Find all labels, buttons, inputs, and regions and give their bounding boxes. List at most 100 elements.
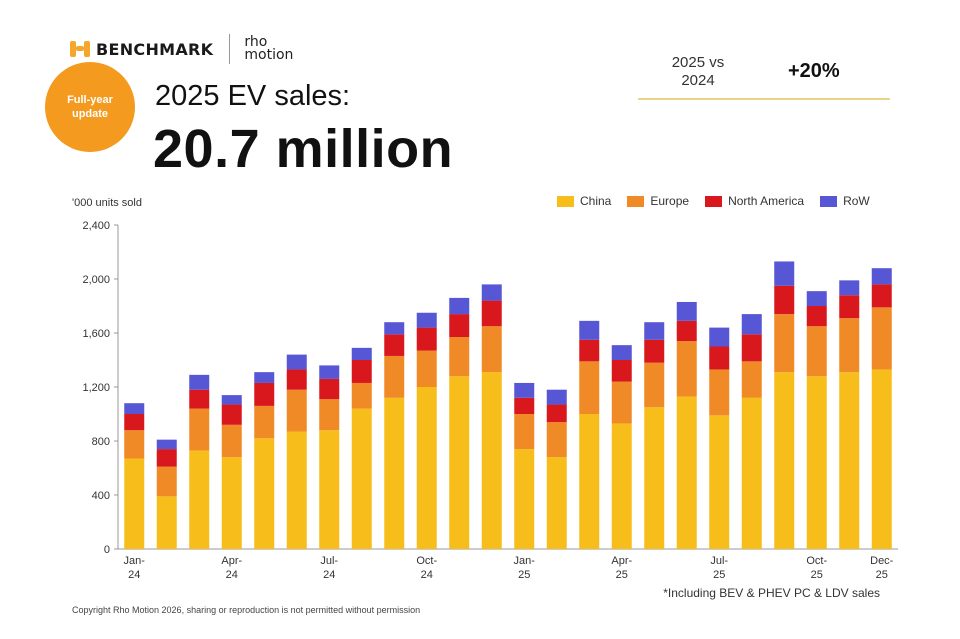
badge-line1: Full-year: [67, 94, 113, 106]
bar-segment-europe: [221, 424, 242, 458]
bar-segment-row: [189, 374, 210, 390]
bar-segment-row: [221, 395, 242, 405]
bar-segment-north-america: [221, 404, 242, 425]
bar-segment-row: [579, 320, 600, 340]
bar-segment-china: [676, 396, 697, 549]
bar-segment-row: [416, 312, 437, 328]
bar-segment-europe: [546, 422, 567, 458]
bar-segment-china: [254, 438, 275, 549]
bar-segment-china: [384, 397, 405, 549]
bar-segment-china: [579, 414, 600, 549]
bar-segment-china: [124, 458, 145, 549]
comparison-label-line2: 2024: [681, 72, 715, 89]
legend-swatch-north-america: [705, 195, 723, 207]
bar-segment-row: [806, 291, 827, 306]
bar-segment-europe: [611, 381, 632, 424]
bar-segment-china: [709, 415, 730, 549]
legend: China Europe North America RoW: [557, 194, 886, 208]
x-tick-label: 25: [616, 569, 628, 581]
bar-segment-north-america: [579, 339, 600, 362]
x-tick-label: Jul-: [710, 555, 728, 567]
legend-item-europe: Europe: [627, 194, 689, 208]
bar-segment-china: [449, 376, 470, 549]
bar-segment-north-america: [156, 449, 177, 467]
bar-segment-row: [774, 261, 795, 286]
legend-label-china: China: [580, 194, 612, 208]
legend-swatch-europe: [627, 195, 645, 207]
bar-segment-north-america: [741, 334, 762, 362]
bar-segment-china: [156, 496, 177, 549]
partner-logo-line1: rho: [244, 34, 268, 50]
bar-segment-north-america: [871, 284, 892, 308]
y-tick-label: 0: [104, 544, 110, 556]
x-tick-label: Jan-: [514, 555, 536, 567]
bar-segment-row: [286, 354, 307, 370]
bar-segment-china: [221, 457, 242, 549]
logo-divider: [229, 34, 231, 64]
bar-segment-europe: [709, 369, 730, 416]
bar-segment-row: [319, 365, 340, 379]
bar-segment-europe: [774, 314, 795, 373]
benchmark-logo-icon: [70, 39, 92, 59]
partner-logo-line2: motion: [244, 47, 294, 63]
y-tick-label: 2,000: [82, 274, 110, 286]
bar-segment-row: [481, 284, 502, 301]
copyright-notice: Copyright Rho Motion 2026, sharing or re…: [72, 605, 421, 615]
comparison-value: +20%: [788, 60, 840, 82]
bar-segment-north-america: [481, 300, 502, 327]
legend-swatch-row: [820, 195, 838, 207]
bar-segment-china: [774, 372, 795, 549]
bar-segment-europe: [351, 382, 372, 409]
bar-segment-row: [839, 280, 860, 296]
bar-segment-china: [806, 376, 827, 549]
yoy-comparison: 2025 vs 2024 +20%: [638, 50, 890, 100]
bar-segment-europe: [384, 355, 405, 398]
x-tick-label: Dec-: [870, 555, 894, 567]
bar-segment-north-america: [286, 369, 307, 390]
bar-segment-china: [189, 450, 210, 549]
bar-segment-north-america: [676, 320, 697, 342]
bar-segment-europe: [644, 362, 665, 408]
legend-label-europe: Europe: [650, 194, 690, 208]
bar-segment-row: [611, 345, 632, 360]
bar-segment-north-america: [709, 346, 730, 370]
bar-segment-europe: [124, 430, 145, 459]
bar-segment-europe: [449, 337, 470, 377]
legend-label-row: RoW: [843, 194, 870, 208]
bar-segment-europe: [839, 318, 860, 373]
bar-segment-row: [676, 301, 697, 321]
bar-segment-china: [416, 387, 437, 549]
bar-segment-row: [449, 297, 470, 315]
x-tick-label: Jan-: [124, 555, 146, 567]
legend-item-row: RoW: [820, 194, 870, 208]
bar-segment-europe: [286, 389, 307, 432]
x-tick-label: Jul-: [320, 555, 338, 567]
page-subtitle: 2025 EV sales:: [155, 80, 351, 112]
x-tick-label: 24: [323, 569, 335, 581]
bar-segment-china: [611, 423, 632, 549]
bar-segment-europe: [514, 414, 535, 450]
x-tick-label: Oct-: [416, 555, 437, 567]
x-tick-label: 25: [876, 569, 888, 581]
bar-segment-north-america: [319, 378, 340, 400]
bar-segment-row: [871, 268, 892, 285]
legend-label-north-america: North America: [728, 194, 805, 208]
bar-segment-north-america: [611, 360, 632, 382]
bar-segment-north-america: [416, 327, 437, 351]
bar-segment-europe: [254, 405, 275, 439]
brand-name: BENCHMARK: [96, 39, 214, 59]
bar-segment-europe: [741, 361, 762, 398]
bar-segment-europe: [481, 326, 502, 373]
bar-segment-china: [514, 449, 535, 549]
legend-item-china: China: [557, 194, 611, 208]
bar-segment-row: [124, 403, 145, 414]
x-tick-label: 25: [713, 569, 725, 581]
bar-segment-china: [871, 369, 892, 549]
bar-segment-north-america: [189, 389, 210, 409]
x-tick-label: Apr-: [611, 555, 632, 567]
x-tick-label: Apr-: [221, 555, 242, 567]
badge-line2: update: [71, 108, 109, 120]
x-tick-label: 24: [226, 569, 238, 581]
y-tick-label: 1,200: [82, 382, 110, 394]
brand-logo: BENCHMARK rho motion: [70, 34, 293, 64]
